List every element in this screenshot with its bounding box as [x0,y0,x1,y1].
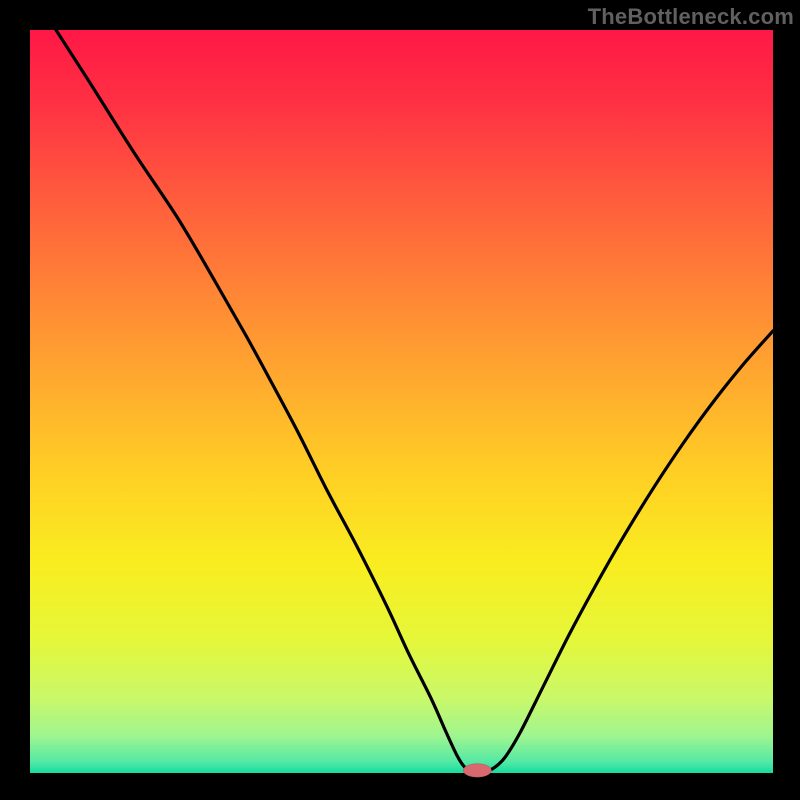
plot-gradient-background [30,30,773,773]
minimum-marker [463,764,491,777]
chart-svg [0,0,800,800]
watermark-text: TheBottleneck.com [588,4,794,30]
bottleneck-chart: TheBottleneck.com [0,0,800,800]
